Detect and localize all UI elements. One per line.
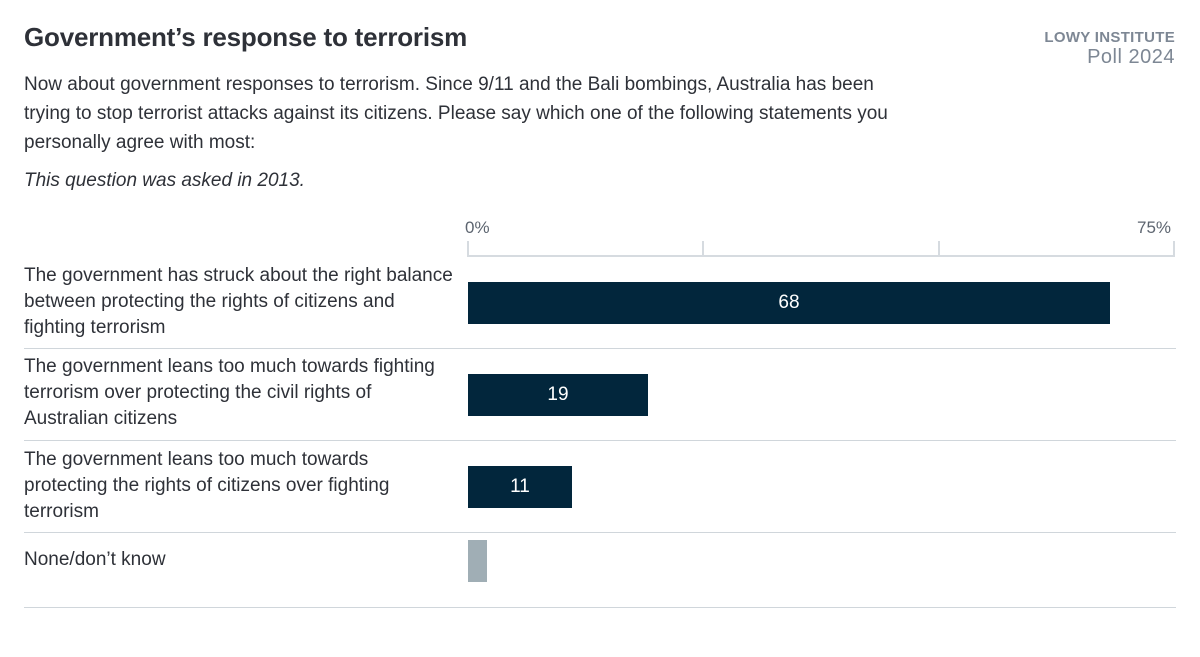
- axis-tick: [467, 241, 469, 256]
- axis-tick: [702, 241, 704, 256]
- chart-row: None/don’t know: [24, 533, 1176, 608]
- axis-max-label: 75%: [1137, 218, 1172, 237]
- axis-tick: [1173, 241, 1175, 256]
- row-label: The government has struck about the righ…: [24, 265, 453, 338]
- axis-tick: [938, 241, 940, 256]
- chart-row: The government leans too much towards fi…: [24, 349, 1176, 441]
- brand-logo: LOWY INSTITUTE Poll 2024: [1044, 30, 1175, 67]
- chart-title: Government’s response to terrorism: [24, 22, 468, 52]
- chart-row: The government has struck about the righ…: [24, 258, 1176, 349]
- brand-line-2: Poll 2024: [1087, 46, 1175, 68]
- brand-line-1: LOWY INSTITUTE: [1044, 29, 1175, 46]
- row-label: The government leans too much towards pr…: [24, 449, 390, 522]
- chart-subtitle: Now about government responses to terror…: [24, 74, 888, 153]
- bar-none: [468, 540, 487, 582]
- bar: 68: [468, 282, 1110, 324]
- bar: 11: [468, 466, 572, 508]
- axis-min-label: 0%: [465, 218, 490, 237]
- chart-row: The government leans too much towards pr…: [24, 441, 1176, 533]
- row-label: The government leans too much towards fi…: [24, 356, 435, 429]
- axis-line: [467, 255, 1175, 257]
- bar: 19: [468, 374, 648, 416]
- row-label: None/don’t know: [24, 549, 166, 570]
- chart-note: This question was asked in 2013.: [24, 170, 305, 191]
